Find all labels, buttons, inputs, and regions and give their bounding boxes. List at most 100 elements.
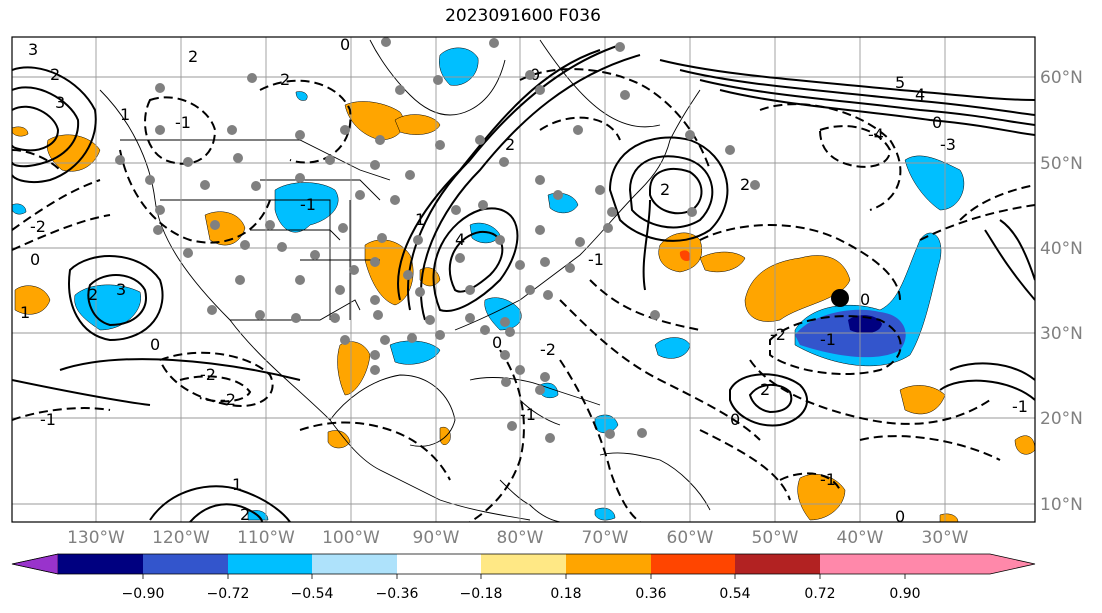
colorbar-tick: −0.54 xyxy=(291,586,334,602)
orange-area xyxy=(327,430,351,449)
lon-tick: 70°W xyxy=(582,528,629,548)
contour-label: 2 xyxy=(188,47,198,66)
orange-area xyxy=(744,255,851,322)
colorbar-segment xyxy=(397,554,483,574)
blue-area xyxy=(654,337,691,359)
orange-area xyxy=(939,513,959,522)
contour-label: 2 xyxy=(760,380,770,399)
orange-area xyxy=(337,341,371,396)
lon-tick: 110°W xyxy=(237,528,295,548)
contour-label: -2 xyxy=(220,390,236,409)
contour-label: -1 xyxy=(300,195,316,214)
contour-label: 0 xyxy=(30,250,40,269)
contour-label: 1 xyxy=(20,303,30,322)
contour-label: 2 xyxy=(50,65,60,84)
orange-area xyxy=(394,114,441,135)
colorbar-segment xyxy=(228,554,314,574)
contour-label: -1 xyxy=(40,410,56,429)
contour-label: -1 xyxy=(820,330,836,349)
lon-tick: 80°W xyxy=(497,528,544,548)
contour-label: 4 xyxy=(915,85,925,104)
contour-label: -2 xyxy=(30,217,46,236)
colorbar-extend-high xyxy=(905,554,1035,574)
map-title: 2023091600 F036 xyxy=(445,6,601,26)
blue-area xyxy=(904,155,965,211)
colorbar-tick: −0.18 xyxy=(460,586,503,602)
red-area xyxy=(679,250,691,262)
lat-tick: 40°N xyxy=(1040,239,1083,259)
navy-area xyxy=(848,315,882,334)
colorbar-segment xyxy=(481,554,567,574)
lat-tick: 20°N xyxy=(1040,409,1083,429)
contour-label: 0 xyxy=(895,507,905,526)
orange-area xyxy=(699,251,746,273)
contour-label: -1 xyxy=(588,250,604,269)
colorbar-segment xyxy=(566,554,652,574)
colorbar-segment xyxy=(312,554,398,574)
contour-label: -2 xyxy=(540,340,556,359)
lat-tick: 60°N xyxy=(1040,68,1083,88)
contour-label: 5 xyxy=(895,73,905,92)
contour-label: 0 xyxy=(860,290,870,309)
blue-area xyxy=(594,414,619,434)
contour-label: -1 xyxy=(820,470,836,489)
colorbar-tick: 0.36 xyxy=(635,586,666,602)
contour-label: -3 xyxy=(940,135,956,154)
contour-label: 0 xyxy=(150,335,160,354)
contour-label: 1 xyxy=(232,475,242,494)
orange-area xyxy=(14,285,51,315)
colorbar-tick: 0.18 xyxy=(550,586,581,602)
contour-label: 0 xyxy=(492,333,502,352)
orange-area xyxy=(419,267,441,287)
colorbar-ticks: −0.90 −0.72 −0.54 −0.36 −0.18 0.18 0.36 … xyxy=(122,586,921,602)
contour-label: 0 xyxy=(932,113,942,132)
lon-tick: 90°W xyxy=(413,528,460,548)
contour-label: 2 xyxy=(240,505,250,524)
contour-label: -4 xyxy=(868,125,884,144)
contour-label: -1 xyxy=(520,405,536,424)
blue-area xyxy=(484,297,522,331)
colorbar-segment xyxy=(820,554,906,574)
blue-area xyxy=(439,47,479,86)
lat-tick: 30°N xyxy=(1040,324,1083,344)
orange-area xyxy=(1014,435,1035,455)
colorbar-tick: −0.72 xyxy=(207,586,250,602)
contour-label: 3 xyxy=(116,280,126,299)
lon-tick: 40°W xyxy=(837,528,884,548)
contour-label: 1 xyxy=(415,210,425,229)
colorbar-segment xyxy=(735,554,821,574)
contour-label: 1 xyxy=(120,105,130,124)
storm-center-marker xyxy=(831,289,849,307)
lon-tick: 60°W xyxy=(667,528,714,548)
map-frame xyxy=(11,36,1036,523)
contour-label: 3 xyxy=(55,93,65,112)
contour-label: 2 xyxy=(280,70,290,89)
contour-label: 0 xyxy=(730,410,740,429)
shaded-anomalies xyxy=(12,47,1035,522)
lat-tick: 10°N xyxy=(1040,495,1083,515)
orange-area xyxy=(12,126,29,137)
graticule xyxy=(12,37,1035,522)
contour-label: 0 xyxy=(340,35,350,54)
contour-label: 3 xyxy=(28,40,38,59)
contour-label: 2 xyxy=(505,135,515,154)
colorbar-tick: −0.90 xyxy=(122,586,165,602)
lon-tick: 130°W xyxy=(67,528,125,548)
blue-area xyxy=(12,203,27,215)
latitude-axis: 60°N 50°N 40°N 30°N 20°N 10°N xyxy=(1040,68,1083,515)
colorbar-tick: 0.54 xyxy=(719,586,750,602)
lon-tick: 100°W xyxy=(322,528,380,548)
orange-area xyxy=(364,239,414,306)
contour-label: -1 xyxy=(175,113,191,132)
contour-label: 2 xyxy=(88,285,98,304)
dashed-contours xyxy=(12,68,1035,522)
contour-labels: 3 2 1 0 0 -2 -2 -2 -1 3 3 2 1 2 2 -1 0 -… xyxy=(20,35,1028,526)
contour-label: -2 xyxy=(770,325,786,344)
colorbar-segment xyxy=(143,554,229,574)
blue-area xyxy=(295,91,308,101)
colorbar-segment xyxy=(651,554,737,574)
blue-area xyxy=(547,192,579,214)
colorbar: −0.90 −0.72 −0.54 −0.36 −0.18 0.18 0.36 … xyxy=(11,553,1036,602)
orange-area xyxy=(439,426,451,445)
blue-area xyxy=(274,182,339,233)
